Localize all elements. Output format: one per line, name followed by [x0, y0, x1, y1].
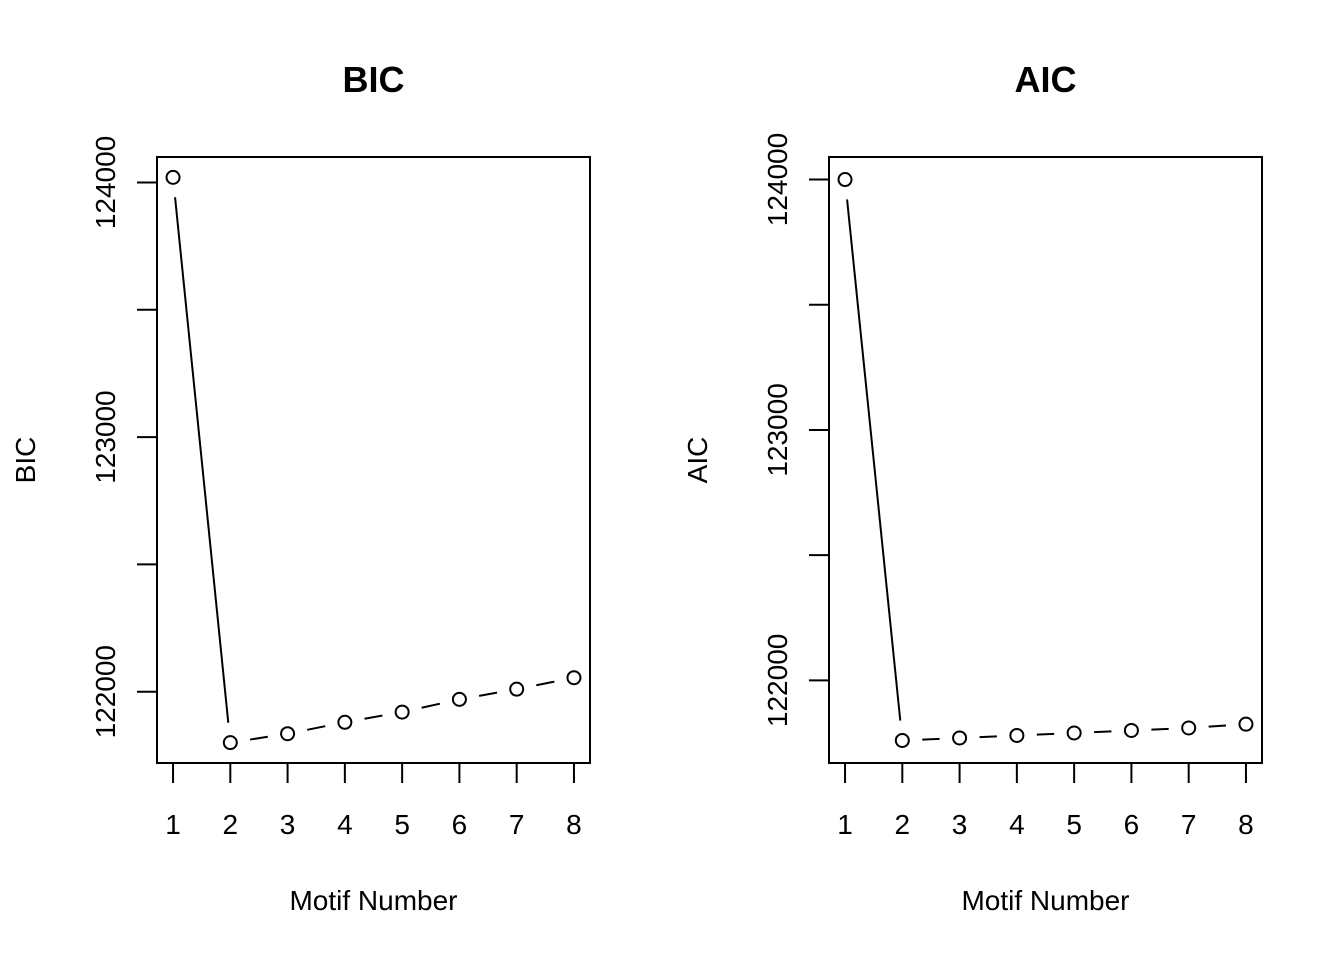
bic-x-tick-label: 5 — [394, 809, 410, 840]
aic-y-axis-label: AIC — [682, 437, 713, 484]
aic-x-tick-label: 3 — [952, 809, 968, 840]
aic-series-segment — [846, 199, 902, 721]
aic-series-segment — [1208, 724, 1227, 728]
aic-data-point — [952, 730, 968, 746]
aic-data-point — [1066, 725, 1082, 741]
bic-series-segment — [174, 197, 230, 723]
aic-series-segment — [979, 735, 997, 739]
aic-data-point — [837, 172, 853, 188]
bic-series-segment — [421, 702, 441, 709]
aic-chart-title: AIC — [1015, 59, 1077, 100]
bic-series-segment — [364, 714, 383, 720]
aic-x-tick-label: 6 — [1124, 809, 1140, 840]
bic-plot-frame — [156, 156, 591, 764]
aic-data-point — [1238, 716, 1254, 732]
aic-x-tick-label: 7 — [1181, 809, 1197, 840]
aic-y-tick-label: 124000 — [762, 133, 793, 226]
aic-data-point — [1009, 727, 1025, 743]
bic-data-point — [165, 169, 181, 185]
aic-y-tick-label: 123000 — [762, 383, 793, 476]
aic-plot-frame — [828, 156, 1263, 764]
bic-x-tick-label: 7 — [509, 809, 525, 840]
bic-y-axis-label: BIC — [10, 437, 41, 484]
aic-y-tick-label: 122000 — [762, 634, 793, 727]
bic-series-segment — [478, 691, 498, 697]
aic-data-point — [1123, 722, 1139, 738]
bic-y-tick-label: 122000 — [90, 645, 121, 738]
aic-x-tick-label: 4 — [1009, 809, 1025, 840]
bic-data-point — [222, 735, 238, 751]
bic-data-point — [451, 691, 467, 707]
bic-data-point — [337, 714, 353, 730]
aic-data-point — [1181, 720, 1197, 736]
aic-series-segment — [1151, 727, 1169, 731]
bic-x-axis-label: Motif Number — [289, 885, 457, 916]
aic-x-tick-label: 1 — [837, 809, 853, 840]
bic-x-tick-label: 1 — [165, 809, 181, 840]
bic-data-point — [566, 670, 582, 686]
bic-y-tick-label: 124000 — [90, 136, 121, 229]
bic-data-point — [509, 681, 525, 697]
bic-series-segment — [536, 680, 555, 687]
aic-data-point — [894, 732, 910, 748]
bic-x-tick-label: 3 — [280, 809, 296, 840]
bic-x-tick-label: 8 — [566, 809, 582, 840]
aic-x-axis-label: Motif Number — [961, 885, 1129, 916]
bic-series-segment — [307, 725, 326, 731]
aic-x-tick-label: 2 — [895, 809, 911, 840]
bic-x-tick-label: 2 — [223, 809, 239, 840]
aic-x-tick-label: 8 — [1238, 809, 1254, 840]
aic-x-tick-label: 5 — [1066, 809, 1082, 840]
bic-x-tick-label: 6 — [452, 809, 468, 840]
aic-series-segment — [1036, 732, 1055, 736]
aic-series-segment — [922, 737, 940, 741]
aic-panel: AIC 1 2 3 4 5 6 7 8 122000 123000 124000 Motif Numbe… — [682, 59, 1263, 916]
bic-data-point — [394, 704, 410, 720]
bic-data-point — [280, 726, 296, 742]
aic-series-segment — [1094, 730, 1112, 734]
bic-y-tick-label: 123000 — [90, 390, 121, 483]
bic-chart-title: BIC — [343, 59, 405, 100]
bic-series-segment — [249, 735, 268, 741]
bic-panel: BIC 1 2 3 4 5 6 7 8 122000 123000 124000 Motif Numbe… — [10, 59, 591, 916]
bic-x-tick-label: 4 — [337, 809, 353, 840]
